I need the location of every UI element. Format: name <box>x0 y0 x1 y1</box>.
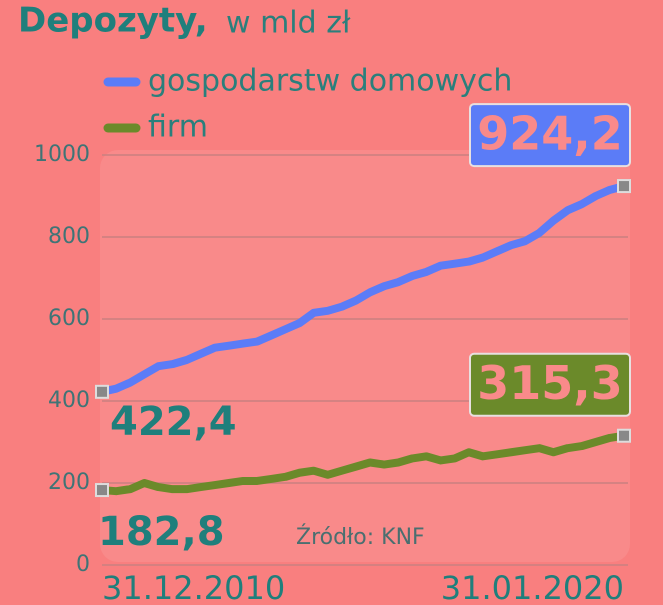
line <box>98 182 628 396</box>
chart-subtitle: w mld zł <box>226 6 351 41</box>
value-label-box <box>469 352 631 417</box>
x-tick-label: 31.12.2010 <box>102 569 285 605</box>
y-tick-label: 400 <box>48 388 90 413</box>
value-label: 315,3 <box>477 356 623 410</box>
source: Źródło: KNF <box>296 524 425 550</box>
value-label: 924,2 <box>477 107 623 161</box>
end-marker <box>617 179 631 194</box>
y-tick-label: 800 <box>48 224 90 249</box>
line <box>98 431 628 496</box>
end-marker <box>95 384 109 399</box>
value-label: 422,4 <box>110 399 237 445</box>
y-tick-label: 1000 <box>34 142 90 167</box>
chart-title: Depozyty, <box>18 1 208 41</box>
legend-label: gospodarstw domowych <box>148 64 512 99</box>
end-marker <box>95 483 109 498</box>
y-tick-label: 600 <box>48 306 90 331</box>
x-tick-label: 31.01.2020 <box>441 569 624 605</box>
y-tick-label: 200 <box>48 470 90 495</box>
value-label: 182,8 <box>98 509 225 555</box>
y-tick-label: 0 <box>76 552 90 577</box>
end-marker <box>617 428 631 443</box>
value-label-box <box>469 103 631 168</box>
legend-label: firm <box>148 110 208 145</box>
